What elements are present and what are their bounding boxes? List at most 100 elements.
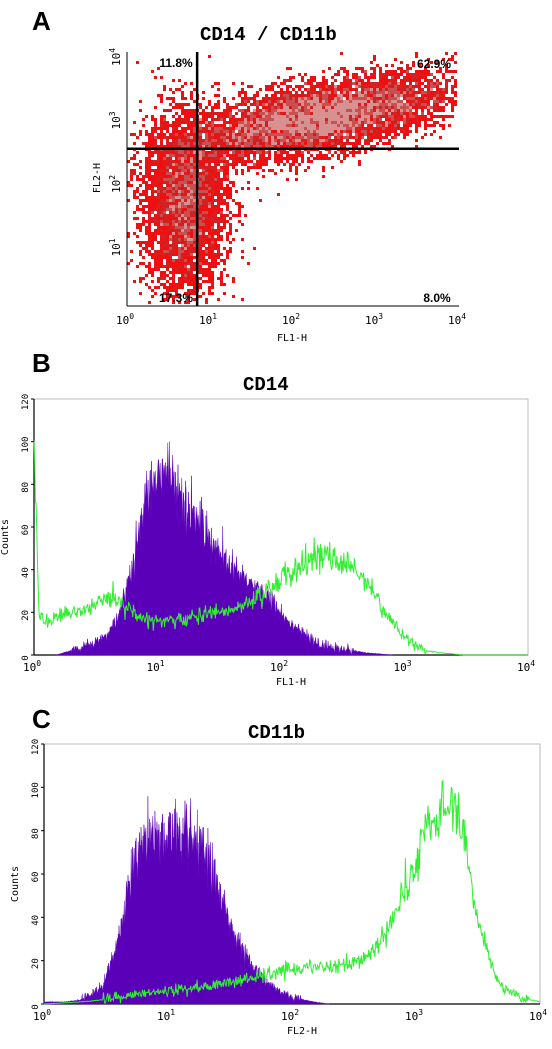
density-cell [415,118,418,121]
density-cell [208,250,211,253]
density-cell [208,121,211,124]
density-cell [202,268,205,271]
density-cell [163,208,166,211]
density-cell [181,211,184,214]
density-cell [442,58,445,61]
density-cell [184,235,187,238]
density-cell [187,196,190,199]
density-cell [190,244,193,247]
density-cell [202,292,205,295]
density-cell [289,145,292,148]
density-cell [172,166,175,169]
density-cell [181,154,184,157]
density-cell [352,151,355,154]
density-cell [205,133,208,136]
density-cell [265,94,268,97]
density-cell [223,157,226,160]
density-cell [172,169,175,172]
density-cell [169,253,172,256]
density-cell [154,121,157,124]
density-cell [202,217,205,220]
density-cell [385,100,388,103]
density-cell [160,145,163,148]
density-cell [217,235,220,238]
density-cell [346,127,349,130]
y-axis-label: Counts [10,866,21,902]
density-cell [187,235,190,238]
density-cell [367,127,370,130]
density-cell [214,139,217,142]
density-cell [253,112,256,115]
density-cell [355,76,358,79]
density-cell [298,133,301,136]
density-cell [277,115,280,118]
density-cell [154,202,157,205]
density-cell [316,100,319,103]
density-cell [181,184,184,187]
density-cell [223,220,226,223]
density-cell [337,106,340,109]
density-cell [283,109,286,112]
density-cell [160,127,163,130]
density-cell [157,250,160,253]
density-cell [367,88,370,91]
density-cell [319,121,322,124]
density-cell [283,118,286,121]
density-cell [313,100,316,103]
density-cell [220,238,223,241]
density-cell [259,166,262,169]
density-cell [181,193,184,196]
density-cell [175,187,178,190]
density-cell [187,241,190,244]
density-cell [163,241,166,244]
density-cell [292,112,295,115]
density-cell [295,133,298,136]
density-cell [343,124,346,127]
density-cell [415,106,418,109]
density-cell [349,142,352,145]
density-cell [439,136,442,139]
line-histogram-series [44,779,540,1005]
density-cell [274,97,277,100]
density-cell [193,292,196,295]
density-cell [208,220,211,223]
density-cell [394,94,397,97]
density-cell [235,151,238,154]
density-cell [211,232,214,235]
density-cell [169,211,172,214]
density-cell [397,76,400,79]
density-cell [172,178,175,181]
density-cell [178,235,181,238]
density-cell [232,154,235,157]
density-cell [190,97,193,100]
density-cell [166,139,169,142]
density-cell [325,88,328,91]
density-cell [205,271,208,274]
density-cell [295,103,298,106]
density-cell [388,97,391,100]
density-cell [181,127,184,130]
density-cell [190,154,193,157]
density-cell [262,109,265,112]
density-cell [169,109,172,112]
density-cell [283,124,286,127]
density-cell [451,109,454,112]
density-cell [181,259,184,262]
panel-letter-a: A [32,6,51,36]
density-cell [328,124,331,127]
density-cell [373,109,376,112]
density-cell [214,199,217,202]
density-cell [445,70,448,73]
density-cell [157,205,160,208]
density-cell [184,178,187,181]
density-cell [367,79,370,82]
y-tick-label: 60 [31,872,41,883]
density-cell [202,160,205,163]
density-cell [157,67,160,70]
density-cell [166,199,169,202]
density-cell [166,292,169,295]
density-cell [244,145,247,148]
density-cell [181,103,184,106]
density-cell [331,118,334,121]
density-cell [385,85,388,88]
